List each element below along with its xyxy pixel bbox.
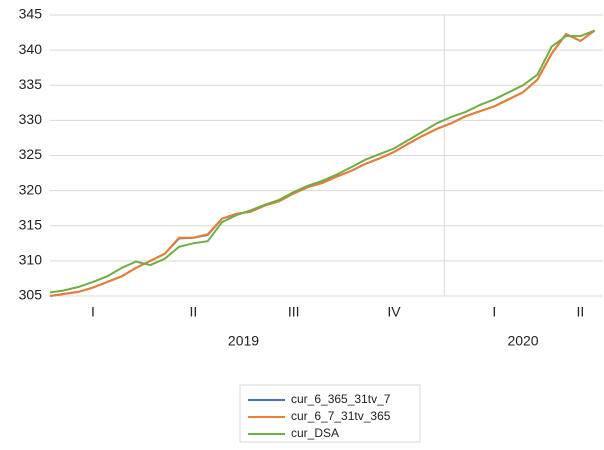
x-tick-label: I [492, 304, 496, 320]
y-tick-label: 345 [19, 6, 43, 22]
y-tick-label: 310 [19, 252, 43, 268]
y-tick-label: 325 [19, 146, 43, 162]
y-tick-label: 320 [19, 181, 43, 197]
legend-label: cur_6_7_31tv_365 [291, 409, 391, 423]
legend-label: cur_6_365_31tv_7 [291, 392, 391, 406]
series-line [49, 29, 596, 294]
y-tick-label: 315 [19, 216, 43, 232]
x-tick-label: I [91, 304, 95, 320]
series-line [49, 29, 596, 297]
x-tick-label: II [189, 304, 197, 320]
x-tick-label: IV [387, 304, 401, 320]
legend-box [239, 384, 421, 443]
y-tick-label: 330 [19, 111, 43, 127]
x-tick-label: II [576, 304, 584, 320]
year-label: 2019 [228, 333, 259, 349]
series-line [49, 29, 596, 297]
y-tick-label: 340 [19, 41, 43, 57]
year-label: 2020 [507, 333, 538, 349]
y-tick-label: 335 [19, 76, 43, 92]
x-tick-label: III [288, 304, 300, 320]
y-tick-label: 305 [19, 287, 43, 303]
legend-label: cur_DSA [291, 426, 339, 440]
